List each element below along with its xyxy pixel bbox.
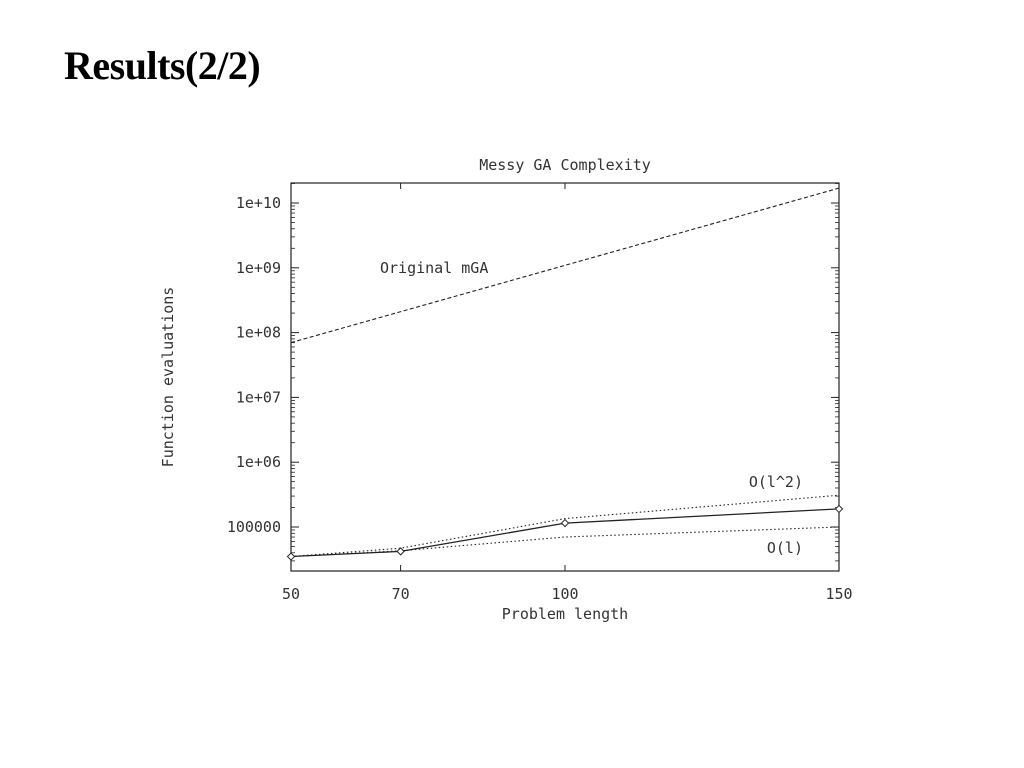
series-line-o-l-2 [290,494,840,558]
chart-title: Messy GA Complexity [479,156,651,174]
series-markers [286,504,844,561]
annotation-o-l: O(l) [767,539,803,557]
series-line-data [290,508,840,558]
y-tick-label: 1e+08 [236,324,281,342]
y-tick-label: 100000 [227,518,281,536]
y-tick-label: 1e+07 [236,388,281,406]
slide-title: Results(2/2) [64,43,261,88]
y-tick-label: 1e+10 [236,194,281,212]
series-annotations: Original mGA O(l^2) O(l) [380,259,803,557]
annotation-o-l-2: O(l^2) [749,473,803,491]
series-line-o-l [290,526,840,558]
series-line-original-mga [290,187,840,344]
y-axis-label: Function evaluations [159,287,177,468]
x-axis-label: Problem length [502,605,628,623]
data-point-marker [286,552,296,561]
data-point-marker [834,504,844,514]
x-tick-label: 50 [282,585,300,603]
x-tick-label: 100 [551,585,578,603]
x-tick-label: 150 [825,585,852,603]
series-lines [290,187,840,558]
data-point-marker [396,547,405,556]
y-tick-label: 1e+09 [236,259,281,277]
data-point-marker [560,518,570,528]
x-tick-label: 70 [392,585,410,603]
y-tick-label: 1e+06 [236,453,281,471]
annotation-original-mga: Original mGA [380,259,488,277]
axis-tick-labels: 50 70 100 150 100000 1e+06 1e+07 1e+08 1e+09 1e+1… [227,194,853,603]
